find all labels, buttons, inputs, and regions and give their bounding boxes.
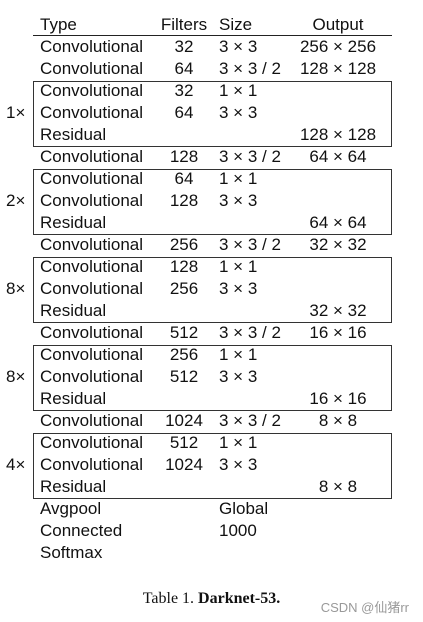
repeat-label: 2× [6,191,26,210]
type-cell: Convolutional [40,169,144,188]
header-cell: Type [40,15,77,34]
type-cell: Convolutional [40,411,144,430]
repeat-box [33,345,392,411]
filters-cell: 256 [169,345,199,364]
repeat-label: 8× [6,279,26,298]
size-cell: 3 × 3 / 2 [219,235,281,254]
size-cell: 3 × 3 / 2 [219,59,281,78]
watermark: CSDN @仙猪rr [320,600,409,615]
type-cell: Convolutional [40,191,144,210]
output-cell: 64 × 64 [309,147,367,166]
caption-label: Table 1. [142,590,195,607]
size-cell: 1 × 1 [219,433,258,452]
size-cell: 3 × 3 [219,37,258,56]
size-cell: 1 × 1 [219,345,258,364]
filters-cell: 512 [169,367,199,386]
header-cell: Output [312,15,364,34]
type-cell: Convolutional [40,147,144,166]
output-cell: 32 × 32 [309,235,367,254]
size-cell: 3 × 3 [219,191,258,210]
repeat-box [33,81,392,147]
type-cell: Convolutional [40,455,144,474]
filters-cell: 64 [174,169,194,188]
size-cell: 3 × 3 / 2 [219,147,281,166]
type-cell: Convolutional [40,81,144,100]
type-cell: Softmax [40,543,103,562]
filters-cell: 256 [169,279,199,298]
repeat-box [33,169,392,235]
repeat-box [33,433,392,499]
filters-cell: 128 [169,147,199,166]
type-cell: Convolutional [40,103,144,122]
repeat-label: 4× [6,455,26,474]
type-cell: Convolutional [40,59,144,78]
header-rule [33,35,392,36]
filters-cell: 64 [174,59,194,78]
type-cell: Convolutional [40,345,144,364]
type-cell: Avgpool [40,499,102,518]
filters-cell: 512 [169,433,199,452]
size-cell: 3 × 3 [219,103,258,122]
size-cell: 3 × 3 [219,279,258,298]
type-cell: Convolutional [40,235,144,254]
filters-cell: 32 [174,81,194,100]
size-cell: 1 × 1 [219,257,258,276]
filters-cell: 128 [169,191,199,210]
type-cell: Connected [40,521,123,540]
repeat-label: 1× [6,103,26,122]
size-cell: 3 × 3 [219,367,258,386]
header-cell: Size [219,15,253,34]
type-cell: Residual [40,389,107,408]
type-cell: Convolutional [40,323,144,342]
filters-cell: 512 [169,323,199,342]
output-cell: 32 × 32 [309,301,367,320]
output-cell: 8 × 8 [318,411,358,430]
output-cell: 128 × 128 [299,125,377,144]
size-cell: 3 × 3 [219,455,258,474]
type-cell: Convolutional [40,279,144,298]
output-cell: 128 × 128 [299,59,377,78]
filters-cell: 1024 [165,455,203,474]
size-cell: 1 × 1 [219,81,258,100]
type-cell: Residual [40,301,107,320]
type-cell: Residual [40,213,107,232]
header-cell: Filters [160,15,208,34]
type-cell: Residual [40,477,107,496]
repeat-box [33,257,392,323]
caption-title: Darknet-53. [198,590,281,607]
output-cell: 16 × 16 [309,323,367,342]
output-cell: 256 × 256 [299,37,377,56]
size-cell: 1000 [219,521,257,540]
type-cell: Convolutional [40,37,144,56]
filters-cell: 64 [174,103,194,122]
caption: Table 1. Darknet-53. [0,590,423,608]
output-cell: 64 × 64 [309,213,367,232]
filters-cell: 1024 [165,411,203,430]
size-cell: Global [219,499,269,518]
repeat-label: 8× [6,367,26,386]
type-cell: Convolutional [40,433,144,452]
type-cell: Residual [40,125,107,144]
output-cell: 16 × 16 [309,389,367,408]
type-cell: Convolutional [40,257,144,276]
filters-cell: 256 [169,235,199,254]
type-cell: Convolutional [40,367,144,386]
size-cell: 3 × 3 / 2 [219,411,281,430]
size-cell: 3 × 3 / 2 [219,323,281,342]
output-cell: 8 × 8 [318,477,358,496]
filters-cell: 32 [174,37,194,56]
size-cell: 1 × 1 [219,169,258,188]
filters-cell: 128 [169,257,199,276]
